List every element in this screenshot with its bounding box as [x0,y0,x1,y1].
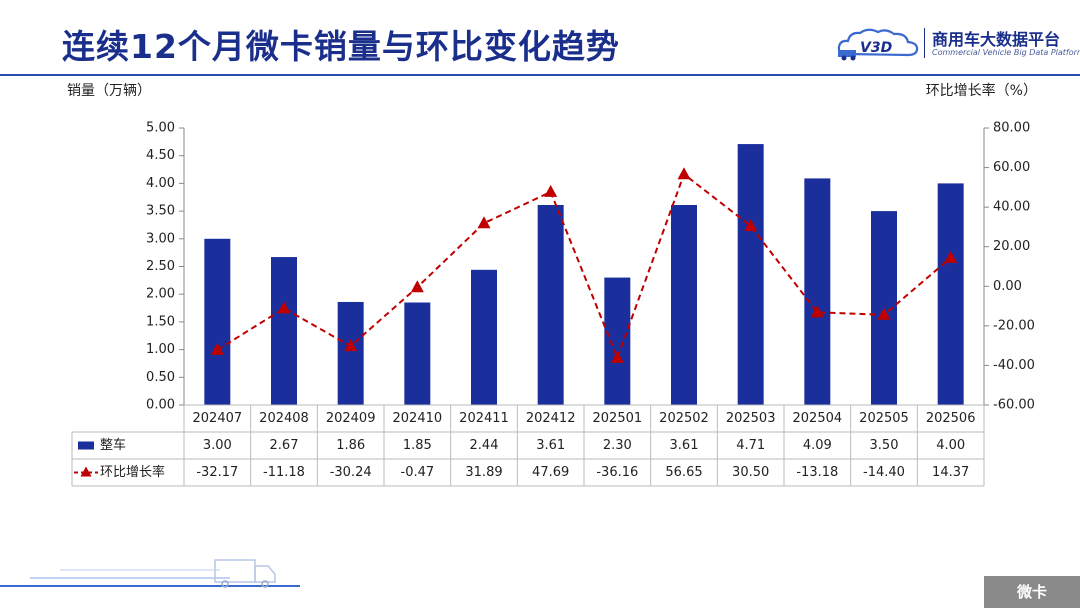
growth-rate-point [410,280,424,293]
x-axis-category-label: 202502 [659,411,709,426]
growth-rate-data-label: -0.47 [401,465,435,480]
cloud-truck-logo-icon: V3D [837,28,919,61]
x-axis-category-label: 202410 [393,411,443,426]
growth-rate-data-label: 14.37 [932,465,969,480]
logo-subtitle: Commercial Vehicle Big Data Platform [932,48,1080,57]
growth-rate-data-label: 31.89 [465,465,502,480]
bar [937,183,964,405]
legend-line-marker [80,466,92,477]
x-axis-category-label: 202412 [526,411,576,426]
bar [271,257,297,405]
left-axis-tick-label: 1.00 [146,342,175,357]
bar [737,144,764,406]
x-axis-category-label: 202503 [726,411,776,426]
left-axis-tick-label: 0.50 [146,370,175,385]
legend-bar-swatch [78,441,94,450]
bar-data-label: 3.50 [870,438,899,453]
right-axis-tick-label: 60.00 [993,160,1030,175]
right-axis-tick-label: -20.00 [993,318,1035,333]
left-axis-tick-label: 2.50 [146,259,175,274]
growth-rate-data-label: -11.18 [263,465,305,480]
bar-data-label: 2.44 [470,438,499,453]
left-axis-tick-label: 2.00 [146,287,175,302]
logo-badge: V3D [860,40,892,56]
growth-rate-point [744,218,758,231]
x-axis-category-label: 202505 [859,411,909,426]
x-axis-category-label: 202501 [593,411,643,426]
left-axis-tick-label: 5.00 [146,121,175,136]
bar-data-label: 3.61 [536,438,565,453]
right-axis-tick-label: 20.00 [993,239,1030,254]
left-axis-tick-label: 3.00 [146,231,175,246]
growth-rate-point [944,250,958,263]
growth-rate-data-label: -13.18 [796,465,838,480]
growth-rate-point [810,305,824,318]
bar [671,205,697,405]
growth-rate-data-label: 30.50 [732,465,769,480]
left-axis-label: 销量（万辆） [67,83,151,99]
bar [337,301,364,405]
growth-rate-data-label: 56.65 [665,465,702,480]
truck-decoration-icon [0,559,300,588]
bar [604,277,631,405]
right-axis-label: 环比增长率（%） [925,83,1037,99]
x-axis-category-label: 202506 [926,411,976,426]
right-axis-tick-label: 80.00 [993,121,1030,136]
growth-rate-point [277,301,291,314]
growth-rate-point [477,216,491,229]
growth-rate-point [877,307,891,320]
x-axis-category-label: 202408 [259,411,309,426]
bar-data-label: 4.09 [803,438,832,453]
right-axis-tick-label: 40.00 [993,200,1030,215]
right-axis-tick-label: -40.00 [993,358,1035,373]
growth-rate-line [216,172,952,361]
legend-line-label: 环比增长率 [100,464,165,480]
bar [404,302,431,405]
x-axis-category-label: 202407 [193,411,243,426]
bar-data-label: 2.67 [270,438,299,453]
growth-rate-point [677,167,691,180]
bar-data-label: 3.61 [670,438,699,453]
logo-name: 商用车大数据平台 [932,30,1061,49]
growth-rate-data-label: -36.16 [596,465,638,480]
left-axis-tick-label: 3.50 [146,204,175,219]
title-divider [0,74,1080,76]
bar-data-label: 4.71 [736,438,765,453]
bar [804,178,831,405]
bar-data-label: 1.85 [403,438,432,453]
bar-data-label: 4.00 [936,438,965,453]
growth-rate-point [210,342,224,355]
bar [471,269,497,405]
growth-rate-data-label: -14.40 [863,465,905,480]
left-axis-tick-label: 1.50 [146,314,175,329]
footer-tag: 微卡 [984,576,1080,608]
growth-rate-point [544,184,558,197]
bar [204,238,231,405]
bar-data-label: 3.00 [203,438,232,453]
left-axis-tick-label: 4.50 [146,148,175,163]
growth-rate-data-label: -30.24 [330,465,372,480]
platform-logo: V3D 商用车大数据平台 Commercial Vehicle Big Data… [836,22,1080,66]
growth-rate-point [610,350,624,363]
growth-rate-data-label: 47.69 [532,465,569,480]
page-title: 连续12个月微卡销量与环比变化趋势 [62,27,620,66]
left-axis-tick-label: 0.00 [146,398,175,413]
legend-bar-label: 整车 [100,437,126,453]
left-axis-tick-label: 4.00 [146,176,175,191]
bar-data-label: 2.30 [603,438,632,453]
x-axis-category-label: 202409 [326,411,376,426]
right-axis-tick-label: -60.00 [993,398,1035,413]
growth-rate-data-label: -32.17 [196,465,238,480]
bar [537,205,564,405]
logo-separator [924,28,925,58]
x-axis-category-label: 202504 [793,411,843,426]
footer-tag-label: 微卡 [1016,583,1047,601]
growth-rate-point [344,339,358,352]
bar-data-label: 1.86 [336,438,365,453]
x-axis-category-label: 202411 [459,411,509,426]
right-axis-tick-label: 0.00 [993,279,1022,294]
